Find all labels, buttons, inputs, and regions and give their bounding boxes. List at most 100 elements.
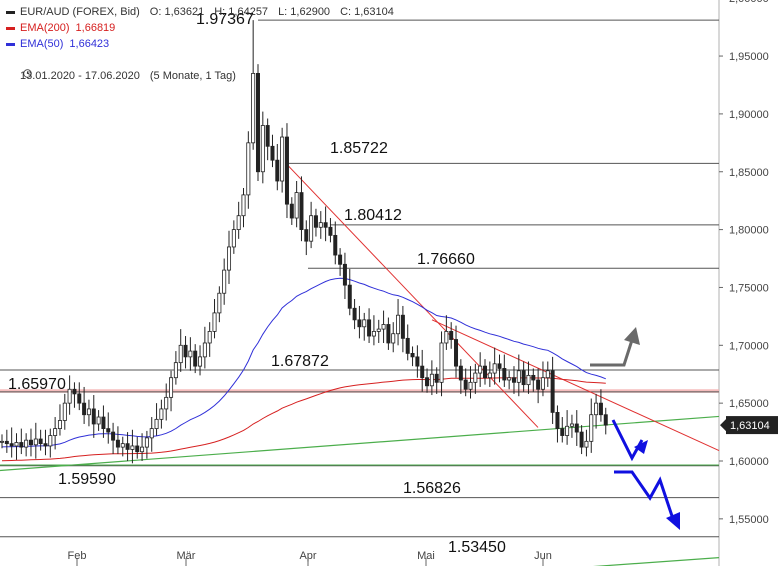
- close-value: C: 1,63104: [340, 6, 394, 18]
- price-axis: 2,00000 1,95000 1,90000 1,85000 1,80000 1,750…: [719, 0, 778, 526]
- horizontal-levels: [0, 19, 719, 538]
- candle-body: [72, 388, 77, 395]
- candle-body: [371, 331, 376, 337]
- low-value: L: 1,62900: [278, 6, 331, 18]
- candle-body: [347, 284, 352, 309]
- candle-body: [82, 402, 87, 416]
- candle-body: [550, 370, 555, 413]
- candle-body: [357, 319, 362, 328]
- candle-body: [106, 428, 111, 433]
- price-tick-label: 1,75000: [729, 282, 769, 294]
- candle-body: [463, 379, 468, 390]
- chart-header: EUR/AUD (FOREX, Bid) O: 1,63621 H: 1,642…: [6, 4, 394, 100]
- price-tick-label: 1,90000: [729, 109, 769, 121]
- candle-body: [178, 344, 183, 364]
- candle-body: [125, 443, 130, 450]
- candle-body: [246, 142, 251, 196]
- candle-body: [468, 381, 473, 390]
- candle-body: [410, 352, 415, 358]
- candle-body: [227, 246, 232, 271]
- candle-body: [265, 125, 270, 147]
- arrow-down-icon: [614, 470, 676, 523]
- candle-body: [188, 350, 193, 358]
- candle-body: [507, 377, 512, 381]
- candle-body: [149, 428, 154, 439]
- candle-body: [574, 423, 579, 433]
- candle-body: [231, 229, 236, 248]
- header-ema50-row: EMA(50) 1,66423: [6, 36, 394, 52]
- candle-body: [376, 328, 381, 332]
- level-label: 1.56826: [403, 480, 461, 497]
- level-label: 1.80412: [344, 207, 402, 224]
- date-range: 13.01.2020 - 17.06.2020: [20, 70, 140, 82]
- candle-body: [140, 446, 145, 453]
- candle-body: [0, 440, 4, 443]
- candle-body: [198, 356, 203, 367]
- lower-uptrend-line: [592, 557, 720, 566]
- candle-body: [144, 437, 149, 448]
- price-tick-label: 1,70000: [729, 340, 769, 352]
- ema50-swatch: [6, 42, 15, 46]
- level-label: 1.76660: [417, 251, 475, 268]
- candle-body: [313, 215, 318, 228]
- candle-body: [24, 439, 29, 448]
- candle-body: [294, 192, 299, 219]
- ema50-line: [1, 277, 606, 448]
- clock-icon: [6, 52, 32, 100]
- header-instrument-row: EUR/AUD (FOREX, Bid) O: 1,63621 H: 1,642…: [6, 4, 394, 20]
- candle-body: [4, 440, 9, 445]
- candle-body: [531, 374, 536, 381]
- candle-body: [183, 344, 188, 358]
- support-zone: [0, 389, 719, 393]
- candle-body: [212, 312, 217, 332]
- candle-body: [222, 269, 227, 294]
- candle-body: [111, 431, 116, 441]
- level-label: 1.65970: [8, 376, 66, 393]
- candle-body: [478, 365, 483, 374]
- last-price-pointer: [720, 419, 726, 432]
- candle-body: [526, 374, 531, 386]
- level-labels: 1.97367 1.85722 1.80412 1.76660 1.67872 1.659…: [8, 11, 506, 556]
- candle-body: [439, 342, 444, 383]
- candle-body: [458, 365, 463, 381]
- candle-body: [154, 418, 159, 430]
- arrow-blue-bounce: [611, 419, 644, 462]
- candle-body: [536, 379, 541, 390]
- candle-body: [492, 363, 497, 374]
- downtrend-line: [431, 319, 720, 452]
- candle-body: [333, 234, 338, 256]
- arrow-blue-bounce-head: [634, 440, 648, 454]
- high-value: H: 1,64257: [214, 6, 269, 18]
- ema200-value: 1,66819: [75, 22, 116, 34]
- candle-body: [400, 314, 405, 339]
- ema50-label: EMA(50): [20, 38, 64, 50]
- candle-body: [545, 370, 550, 379]
- candle-body: [516, 370, 521, 383]
- downtrend-line-steep: [285, 163, 539, 428]
- candle-body: [540, 377, 545, 390]
- candle-body: [202, 342, 207, 358]
- candle-body: [53, 428, 58, 436]
- candle-body: [420, 365, 425, 379]
- price-tick-label: 1,65000: [729, 398, 769, 410]
- candle-body: [9, 443, 14, 447]
- candle-body: [405, 337, 410, 354]
- candle-body: [367, 319, 372, 337]
- level-label: 1.97367: [196, 11, 254, 28]
- candle-body: [251, 73, 256, 144]
- candle-body: [482, 365, 487, 379]
- candle-body: [19, 442, 24, 448]
- price-tick-label: 2,00000: [729, 0, 769, 5]
- candle-body: [584, 440, 589, 448]
- candle-body: [241, 194, 246, 217]
- candle-body: [425, 377, 430, 387]
- candle-body: [280, 136, 285, 182]
- candle-body: [454, 339, 459, 367]
- candle-body: [487, 372, 492, 379]
- candle-body: [521, 370, 526, 386]
- candle-body: [91, 408, 96, 425]
- candle-body: [323, 222, 328, 228]
- price-tick-label: 1,60000: [729, 456, 769, 468]
- candle-body: [497, 363, 502, 369]
- candle-body: [130, 445, 135, 450]
